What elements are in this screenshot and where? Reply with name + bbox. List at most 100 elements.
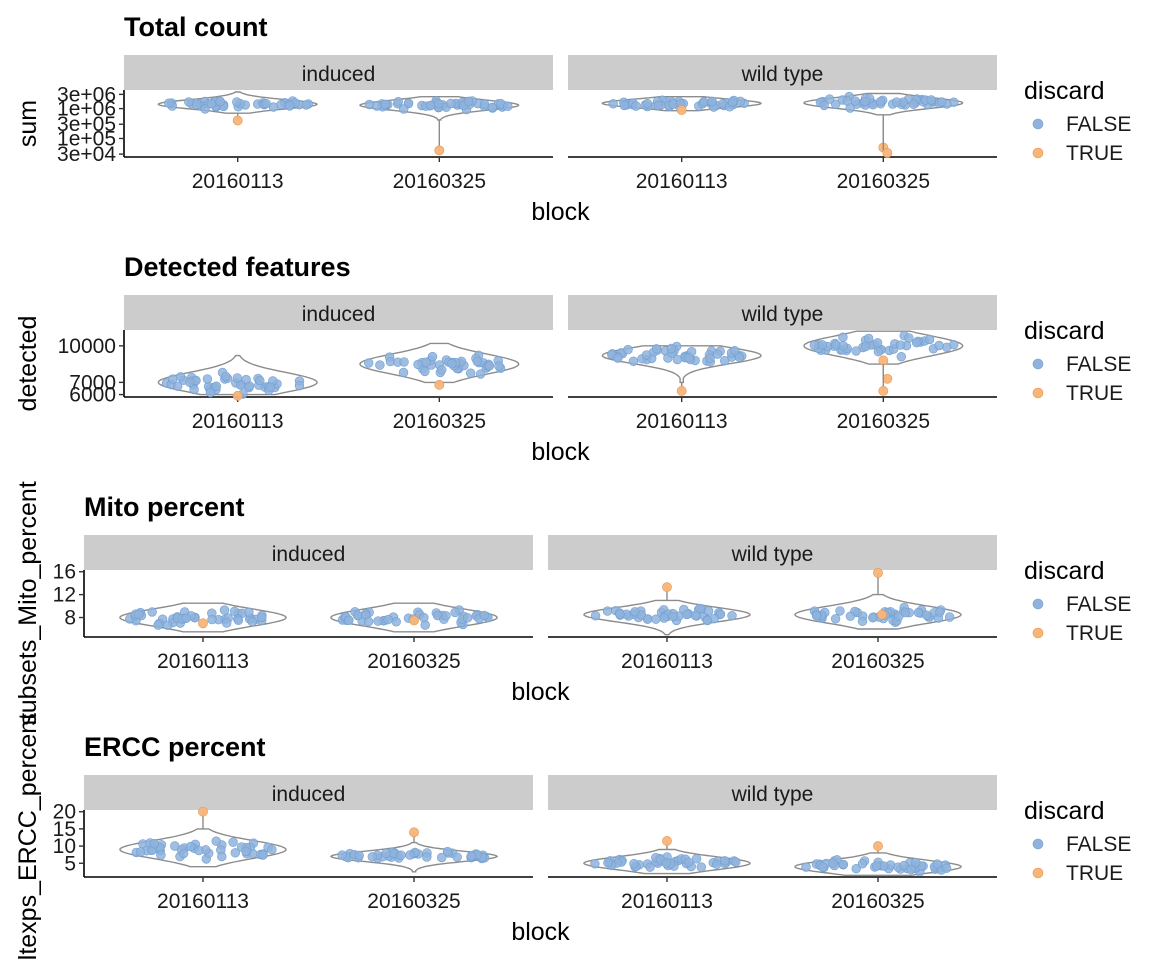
chart-2-panel-wild-type-group-20160113-point-false	[666, 343, 677, 354]
chart-3-panel-induced-group-20160325-point-false	[450, 607, 460, 618]
chart-1-legend-label-true: TRUE	[1066, 142, 1123, 165]
chart-4-panel-induced-group-20160325-point-false	[442, 846, 453, 857]
chart-3-y-tick-label: 16	[53, 561, 76, 584]
chart-3-panel-induced-strip-label: induced	[272, 543, 346, 566]
chart-4-panel-wild-type-group-20160325-point-false	[857, 859, 868, 869]
chart-4-panel-induced-group-20160325-point-false	[354, 850, 364, 861]
chart-3-legend-label-false: FALSE	[1066, 593, 1131, 616]
chart-1-panel-wild-type-group-20160113-x-tick-label: 20160113	[636, 170, 728, 193]
chart-2-panel-induced-group-20160325-point-false	[447, 358, 457, 369]
chart-3-panel-wild-type-group-20160325-x-tick-label: 20160325	[831, 650, 924, 673]
chart-2-panel-wild-type-group-20160113-point-false	[684, 353, 694, 363]
chart-4-panel-wild-type-group-20160325-point-false	[941, 863, 952, 873]
chart-2-panel-wild-type-group-20160113-point-false	[729, 346, 740, 356]
chart-4-panel-induced-group-20160113-point-false	[185, 841, 196, 852]
chart-4-panel-induced-group-20160113-point-false	[217, 851, 227, 862]
chart-3-panel-wild-type-group-20160325-point-false	[835, 606, 845, 616]
chart-3-y-tick-label: 12	[53, 584, 76, 607]
chart-1-panel-induced-group-20160325-point-false	[380, 99, 390, 110]
chart-1-panel-wild-type-group-20160113-point-false	[707, 96, 717, 107]
chart-1-panel-induced-group-20160325-violin	[359, 96, 520, 121]
chart-4-panel-wild-type: wild type 20160113 20160325	[548, 775, 997, 913]
chart-3-panel-wild-type-group-20160113-point-false	[615, 609, 625, 619]
chart-3-panel-wild-type-group-20160113-point-false	[630, 607, 640, 617]
chart-2-panel-wild-type-group-20160325-point-true	[878, 386, 889, 396]
chart-2-panel-wild-type-group-20160325-point-true	[878, 355, 889, 366]
chart-4-panel-induced-group-20160113-point-false	[241, 846, 251, 857]
chart-4-panel-wild-type-group-20160325-point-false	[851, 863, 861, 874]
chart-1-title: Total count	[124, 12, 267, 42]
chart-1-y-tick-label: 3e+06	[57, 83, 116, 106]
chart-1-legend-title: discard	[1024, 77, 1105, 105]
chart-3-y-axis-title: subsets_Mito_percent	[14, 481, 42, 726]
chart-4-panel-induced-group-20160325-point-false	[337, 850, 347, 860]
chart-1-panel-induced-group-20160325-point-false	[425, 100, 436, 111]
chart-4-panel-wild-type-group-20160113-point-false	[603, 858, 613, 868]
chart-4-panel-wild-type-group-20160325-point-false	[801, 862, 811, 872]
chart-3-panel-wild-type-group-20160325-point-false	[845, 611, 856, 621]
chart-3-panel-wild-type-group-20160325-point-false	[913, 607, 924, 618]
chart-1-panel-wild-type-strip-label: wild type	[741, 63, 824, 86]
chart-2-panel-induced-group-20160113-point-false	[173, 381, 183, 391]
chart-1-panel-induced-group-20160325-point-true	[434, 145, 445, 156]
chart-2-panel-wild-type-group-20160113-point-false	[705, 353, 715, 363]
chart-1-panel-wild-type-group-20160113-point-false	[631, 101, 641, 111]
chart-1-panel-induced-group-20160325-point-false	[446, 98, 456, 109]
chart-1-y-axis-title: sum	[14, 100, 42, 147]
chart-3-panel-wild-type-group-20160113-point-false	[702, 615, 713, 626]
chart-3-panel-wild-type-group-20160325-point-false	[811, 610, 822, 621]
chart-3-panel-induced-group-20160325-point-false	[383, 614, 393, 625]
chart-1-panel-induced-group-20160113-point-false	[301, 100, 311, 110]
chart-2-panel-induced-group-20160325-point-false	[427, 351, 438, 362]
chart-4-panel-wild-type-group-20160113-point-false	[711, 859, 722, 869]
chart-2-panel-induced-group-20160325-point-false	[476, 369, 486, 379]
chart-3-panel-induced-strip	[84, 535, 533, 570]
chart-1-panel-wild-type-group-20160325-point-false	[819, 100, 829, 111]
chart-1-panel-wild-type-group-20160113-point-true	[676, 105, 687, 115]
chart-4-panel-induced-group-20160325-point-false	[405, 850, 415, 860]
chart-3-panel-induced-group-20160325-point-false	[344, 615, 354, 625]
chart-1-panel-induced-group-20160113-point-false	[215, 96, 225, 107]
chart-2-panel-wild-type-group-20160325-x-tick-label: 20160325	[837, 410, 930, 433]
chart-1-y-tick-label: 3e+04	[57, 143, 116, 166]
chart-2-panel-wild-type-group-20160113-point-false	[651, 344, 662, 354]
chart-3-panel-wild-type-group-20160325-point-false	[868, 613, 878, 623]
chart-1-panel-induced-group-20160113-point-false	[232, 97, 242, 107]
chart-1-panel-induced-group-20160113-point-false	[276, 99, 286, 110]
chart-3-panel-induced-group-20160325-point-false	[373, 616, 383, 626]
chart-4-panel-wild-type-group-20160113-point-false	[731, 857, 741, 867]
chart-4-panel-induced-group-20160325-point-false	[437, 852, 447, 863]
chart-2-panel-wild-type-strip-label: wild type	[741, 303, 824, 326]
chart-4-panel-induced-group-20160113-point-false	[179, 848, 189, 859]
chart-3-panel-wild-type-group-20160113-point-false	[602, 606, 613, 616]
chart-4-panel-induced-group-20160113-point-false	[211, 836, 221, 846]
chart-1-panel-wild-type: wild type 20160113 20160325	[568, 55, 997, 193]
chart-4-panel-wild-type-group-20160113-point-false	[645, 862, 655, 872]
chart-4-panel-wild-type-strip	[548, 775, 997, 810]
chart-3-panel-induced-group-20160113-point-false	[247, 617, 258, 627]
chart-4-legend-key-false	[1032, 838, 1044, 850]
chart-2-panel-wild-type-group-20160325-point-false	[896, 352, 906, 362]
chart-3-panel-wild-type-group-20160113-point-false	[651, 614, 661, 624]
chart-3-panel-wild-type-group-20160113-point-false	[682, 609, 692, 620]
chart-3-panel-induced-group-20160113-point-false	[162, 620, 173, 630]
chart-4-y-axis-title: altexps_ERCC_percent	[14, 713, 42, 960]
chart-2-panel-wild-type-group-20160325-point-false	[838, 332, 848, 342]
chart-1-panel-induced-group-20160325-point-false	[463, 96, 474, 107]
chart-2-panel-wild-type-group-20160113-point-false	[623, 344, 633, 355]
chart-2-panel-induced-group-20160325-point-false	[364, 358, 374, 368]
chart-1-x-axis-title: block	[531, 198, 590, 226]
chart-1-panel-wild-type-group-20160325-point-false	[908, 99, 919, 109]
chart-1-panel-induced-group-20160113-point-false	[164, 98, 174, 108]
chart-3-panel-induced-group-20160113-point-false	[244, 607, 254, 617]
chart-3-panel-induced-group-20160325-point-false	[353, 610, 363, 620]
chart-2-y-tick-label: 10000	[58, 335, 116, 358]
chart-1-panel-wild-type-strip	[568, 55, 997, 90]
chart-1-panel-wild-type-group-20160325-point-false	[875, 96, 886, 107]
chart-4-y-tick-label: 10	[53, 835, 76, 858]
chart-1-panel-wild-type-group-20160113-point-false	[699, 97, 709, 107]
